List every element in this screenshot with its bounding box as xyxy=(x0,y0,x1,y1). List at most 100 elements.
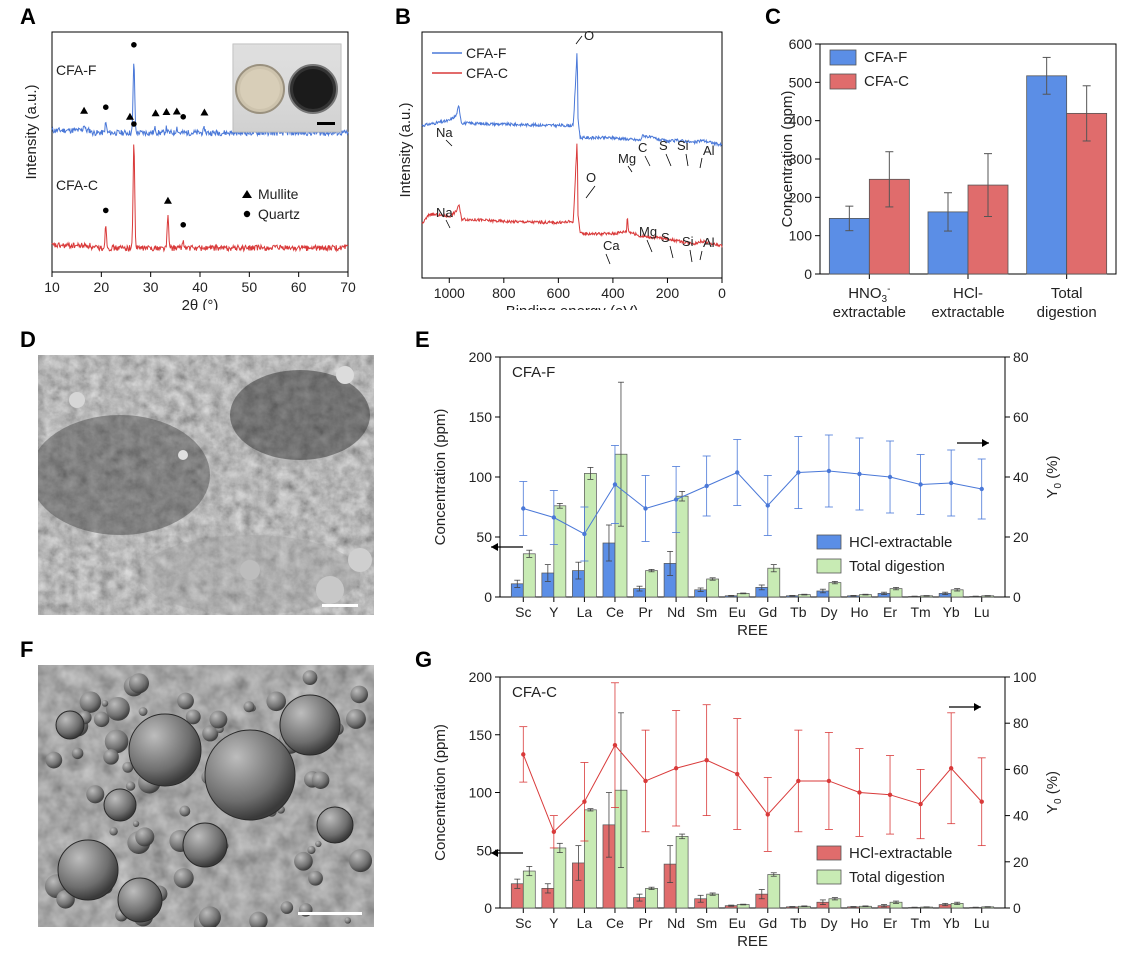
x-tick-label-a: 70 xyxy=(340,279,356,295)
sem-image-f: F xyxy=(20,637,374,927)
x-tick-label-b: 0 xyxy=(718,285,726,301)
x-axis-title: REE xyxy=(737,622,768,639)
y0-point xyxy=(979,486,984,492)
y0-point xyxy=(796,470,801,475)
x-tick-label: Gd xyxy=(758,604,777,620)
y0-point xyxy=(826,778,832,784)
y-tick-label: 100 xyxy=(469,785,493,801)
x-tick-label: Ce xyxy=(606,604,624,620)
y-tick-label: 100 xyxy=(469,469,493,485)
mullite-marker xyxy=(125,112,134,120)
sem-particle xyxy=(346,709,366,729)
y-tick-label: 200 xyxy=(469,349,493,365)
peak-leader xyxy=(699,250,703,261)
y-tick-label-c: 500 xyxy=(789,74,813,90)
plot-area-g: 0 50 100 150 200 0 20 40 60 80 100 Concentration (p… xyxy=(432,669,1064,950)
right-axis-arrowhead xyxy=(974,703,981,711)
sem-particle xyxy=(104,729,129,754)
chart-title: CFA-F xyxy=(512,364,555,381)
y0-point xyxy=(521,752,526,757)
sem-particle xyxy=(198,906,221,927)
x-tick-label: Gd xyxy=(758,915,777,931)
bar-total-digestion xyxy=(675,495,689,598)
y-axis-title-b: Intensity (a.u.) xyxy=(397,102,414,197)
x-tick-label: Er xyxy=(883,915,897,931)
xrd-series-cfa-f xyxy=(51,63,349,138)
sem-sphere xyxy=(57,839,119,901)
plot-area-b: 1000 800 600 400 200 0 Binding energy (eV) Inte… xyxy=(397,28,726,310)
x-tick-label: Tb xyxy=(790,915,807,931)
category-label-c: HCl- xyxy=(953,285,983,302)
y0-point xyxy=(612,482,618,487)
y0-point xyxy=(735,470,740,475)
y0-point xyxy=(979,799,984,804)
y-axis-title-c: Concentration (ppm) xyxy=(779,91,796,228)
y0-point xyxy=(918,801,923,807)
panel-label-b: B xyxy=(395,4,411,29)
x-tick-label: Ho xyxy=(851,604,869,620)
y2-tick-label: 60 xyxy=(1013,409,1029,425)
chart-e: E 0 50 100 150 200 0 20 40 60 80 Concentration (pp… xyxy=(415,327,1064,639)
legend-swatch-c xyxy=(829,49,857,66)
plot-area-c: 0 100 200 300 400 500 600 Concentration (ppm) HN… xyxy=(779,36,1117,320)
peak-label: S xyxy=(661,230,670,245)
sem-particle xyxy=(344,917,351,924)
y0-point xyxy=(704,757,709,763)
category-label-c-line2: extractable xyxy=(833,304,906,320)
peak-leader xyxy=(699,157,703,169)
sem-particle xyxy=(202,725,219,742)
sem-particle xyxy=(122,761,134,773)
x-tick-label: Yb xyxy=(943,915,960,931)
y-tick-label-c: 200 xyxy=(789,189,813,205)
chart-g: G 0 50 100 150 200 0 20 40 60 80 100 Concentration … xyxy=(415,647,1064,950)
sem-sphere xyxy=(128,713,202,787)
peak-label: Al xyxy=(703,143,715,158)
plot-area-a: 10 20 30 40 50 60 70 2θ (°) Intensity (a.u.) CFA-… xyxy=(23,31,356,310)
y0-point xyxy=(551,829,557,834)
x-tick-label-b: 800 xyxy=(492,285,516,301)
y-axis-title: Concentration (ppm) xyxy=(432,724,449,861)
sem-particle xyxy=(315,840,322,848)
plot-frame-b xyxy=(421,31,723,279)
mullite-marker xyxy=(172,107,181,115)
mullite-marker xyxy=(80,106,89,114)
y0-point xyxy=(765,812,770,817)
x-tick-label-a: 60 xyxy=(291,279,307,295)
legend-label: HCl-extractable xyxy=(849,534,952,551)
peak-label: Ca xyxy=(603,238,620,253)
y-axis-title: Concentration (ppm) xyxy=(432,409,449,546)
category-text: HNO xyxy=(848,285,881,302)
bar-total-digestion xyxy=(553,505,567,598)
x-tick-label-b: 400 xyxy=(601,285,625,301)
y2-tick-label: 80 xyxy=(1013,715,1029,731)
left-axis-arrowhead xyxy=(491,849,498,857)
sem-particle xyxy=(350,685,369,704)
sem-sphere xyxy=(182,822,228,868)
sem-particle xyxy=(86,785,105,804)
x-tick-label: Dy xyxy=(820,915,837,931)
peak-label: Si xyxy=(677,138,689,153)
peak-leader xyxy=(445,139,453,147)
chart-b: B 1000 800 600 400 200 0 Binding energy (eV) In… xyxy=(395,4,726,310)
x-tick-label: Ce xyxy=(606,915,624,931)
y-tick-label-c: 400 xyxy=(789,113,813,129)
x-tick-label: Tm xyxy=(910,915,930,931)
x-tick-label: Eu xyxy=(729,604,746,620)
panel-label-a: A xyxy=(20,4,36,29)
chart-a: A 10 20 30 40 50 60 70 2θ (°) Intensity (a.u.) CF… xyxy=(20,4,356,310)
plot-area-e: 0 50 100 150 200 0 20 40 60 80 Concentration (ppm)… xyxy=(432,349,1064,639)
y0-point xyxy=(887,792,893,798)
peak-leader xyxy=(665,153,672,167)
quartz-marker xyxy=(131,42,137,48)
legend-quartz-symbol xyxy=(243,210,251,218)
sem-sphere xyxy=(204,729,296,821)
peak-leader xyxy=(689,249,693,263)
peak-leader xyxy=(445,219,451,229)
mullite-marker xyxy=(162,108,171,115)
legend-swatch xyxy=(816,869,842,885)
sem-particle xyxy=(45,751,63,769)
sem-particle xyxy=(209,710,228,729)
category-label-c: Total xyxy=(1051,285,1083,302)
peak-label: S xyxy=(659,138,668,153)
y0-point xyxy=(796,778,801,784)
